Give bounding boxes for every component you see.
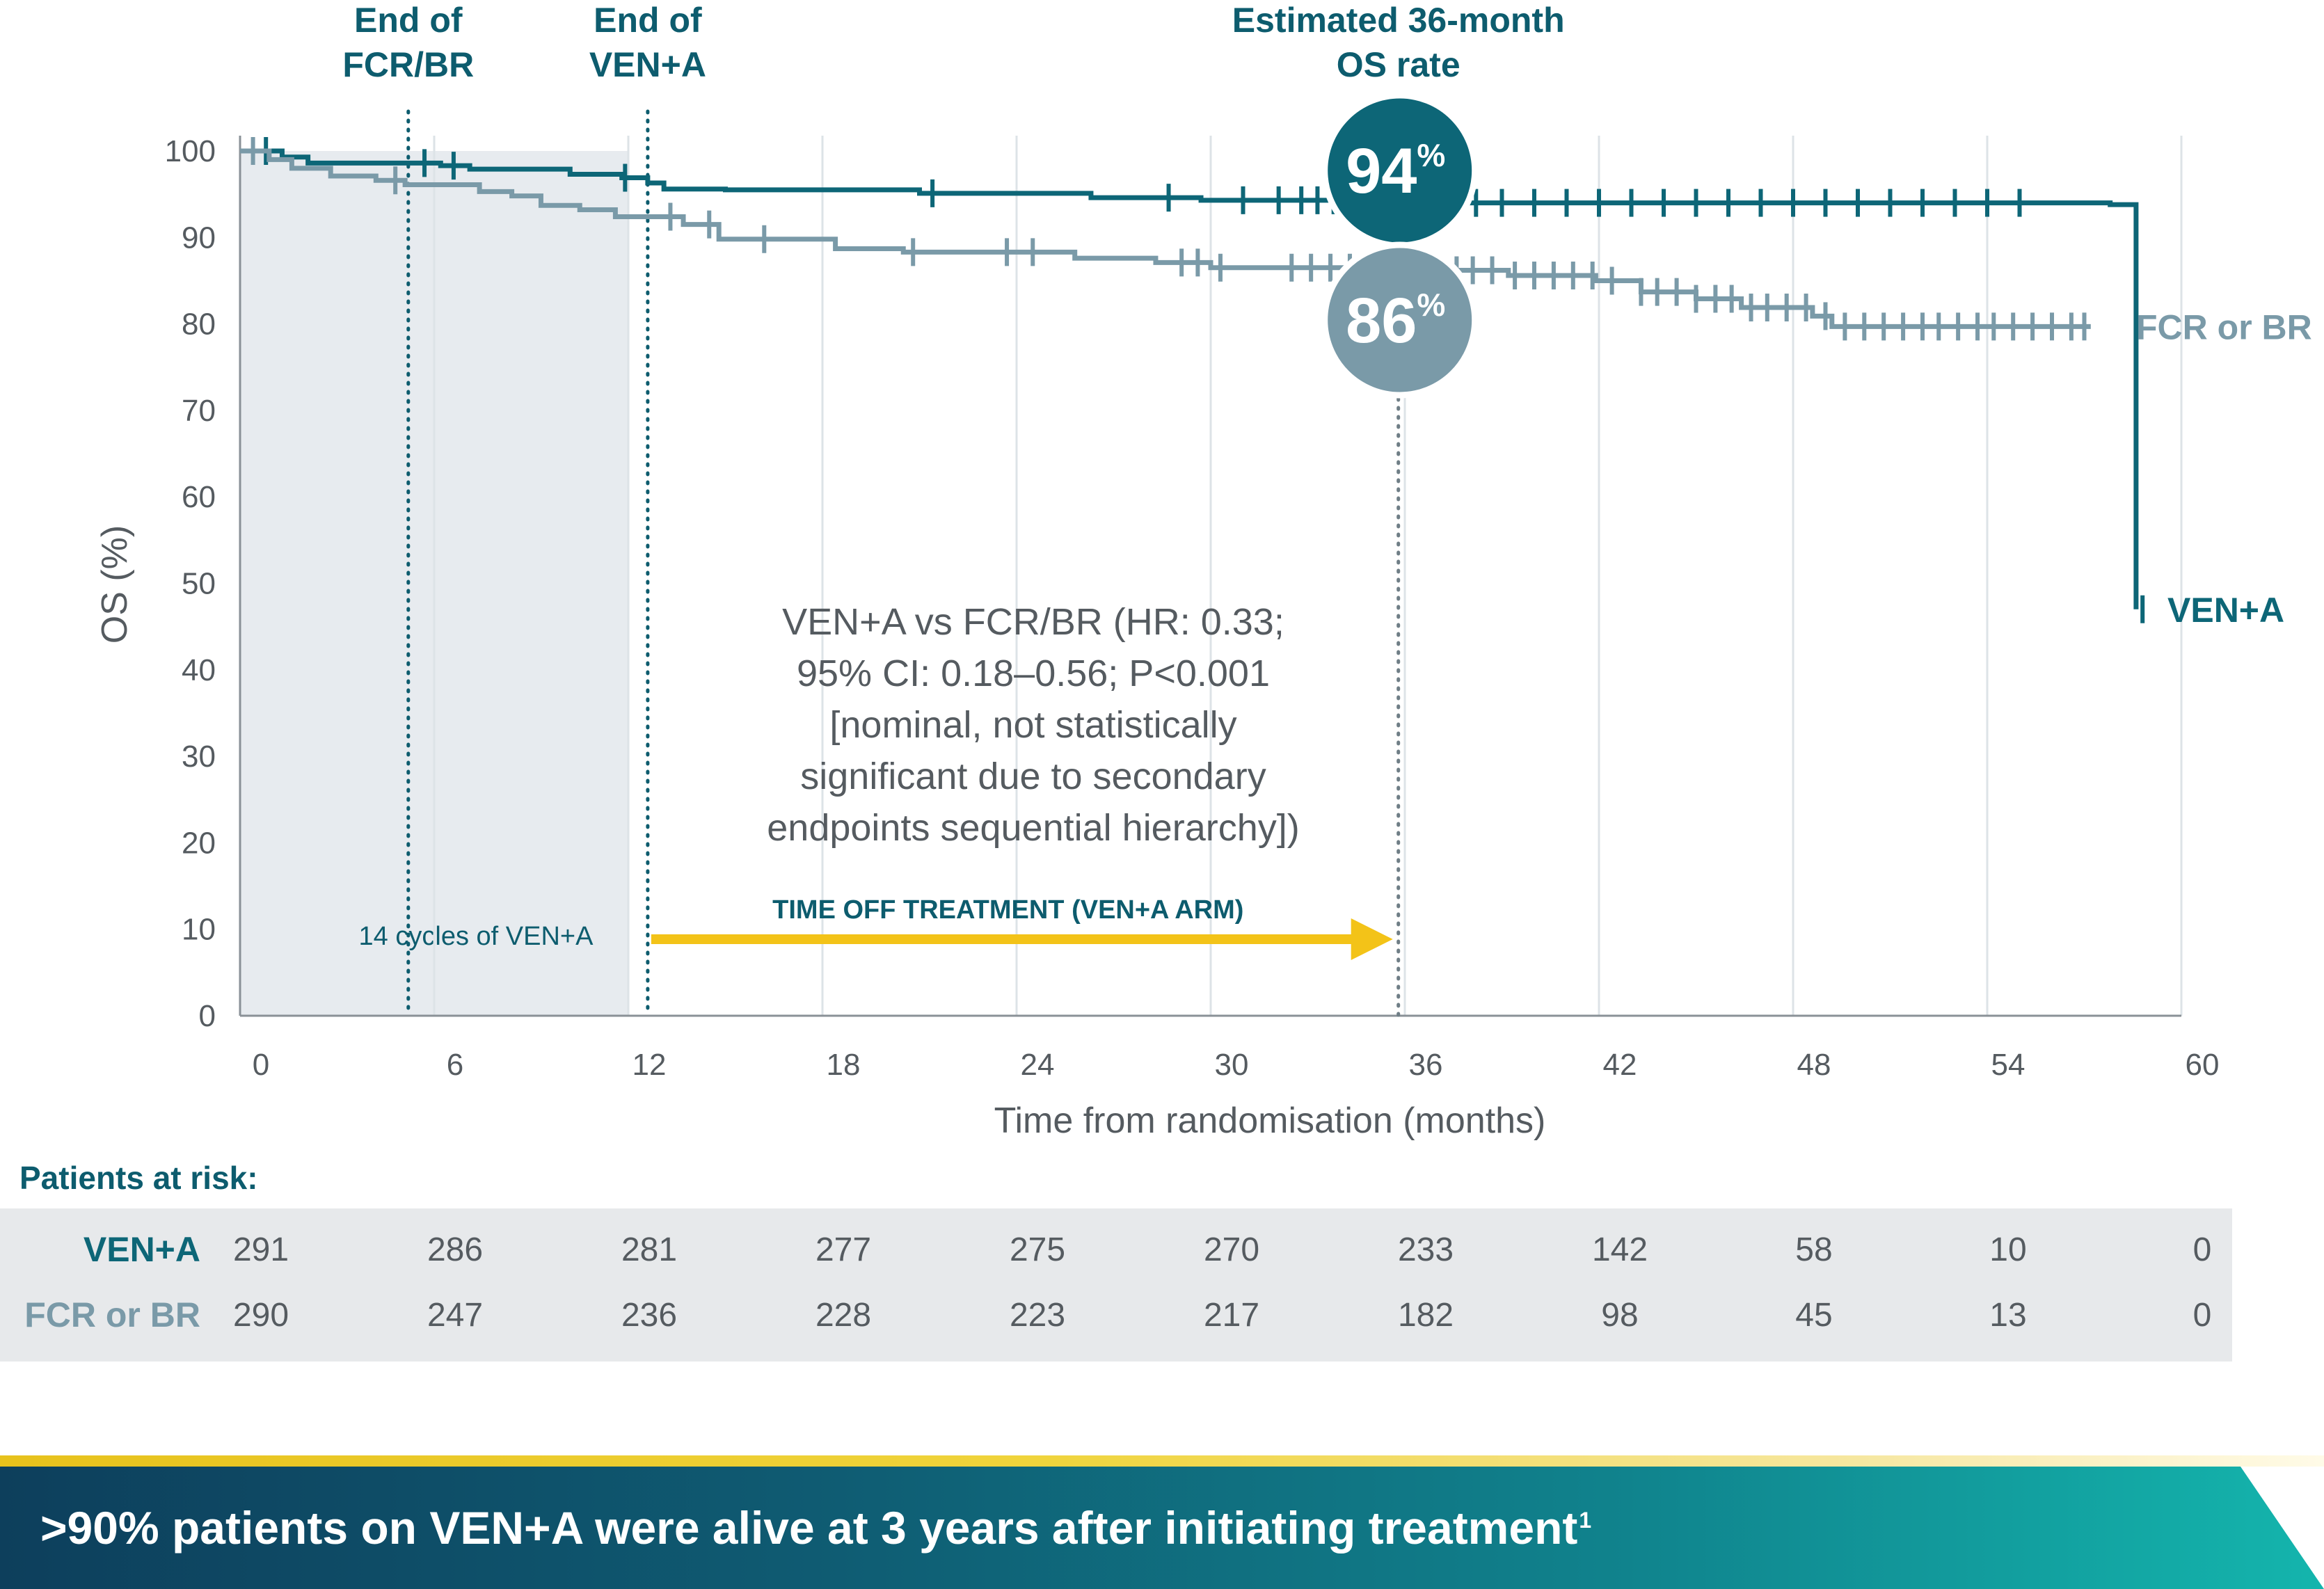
risk-cell: 236 [621, 1297, 678, 1334]
risk-cell: 286 [427, 1231, 484, 1268]
fcr-br-end-label: FCR or BR [2136, 308, 2312, 346]
key-message-banner: >90% patients on VEN+A were alive at 3 y… [0, 1467, 2324, 1589]
fcr-br-36mo-badge [1321, 241, 1479, 399]
risk-row-label: FCR or BR [24, 1295, 200, 1334]
reference-line-label: Estimated 36-month OS rate [1232, 1, 1565, 84]
risk-cell: 0 [2192, 1297, 2212, 1334]
x-tick-label: 36 [1409, 1048, 1443, 1082]
reference-line-label: End of FCR/BR [342, 1, 474, 84]
risk-cell: 233 [1397, 1231, 1454, 1268]
risk-cell: 247 [427, 1297, 484, 1334]
hr-annotation-line: VEN+A vs FCR/BR (HR: 0.33; [782, 601, 1284, 643]
shaded-region-label: 14 cycles of VEN+A [359, 922, 594, 951]
x-tick-label: 6 [447, 1048, 463, 1082]
risk-row-label: VEN+A [83, 1230, 200, 1269]
y-tick-label: 50 [182, 567, 216, 601]
x-tick-label: 30 [1215, 1048, 1249, 1082]
risk-table-header: Patients at risk: [19, 1160, 258, 1196]
fcr-br-survival-curve [240, 148, 2091, 329]
risk-cell: 228 [815, 1297, 872, 1334]
os-chart: 14 cycles of VEN+A 010203040506070809010… [95, 1, 2312, 1141]
risk-cell: 290 [232, 1297, 289, 1334]
y-tick-label: 60 [182, 480, 216, 514]
risk-cell: 142 [1591, 1231, 1648, 1268]
x-tick-label: 0 [253, 1048, 269, 1082]
time-off-treatment-label: TIME OFF TREATMENT (VEN+A ARM) [772, 895, 1243, 925]
hr-annotation-line: significant due to secondary [800, 756, 1266, 797]
risk-cell: 13 [1989, 1297, 2027, 1334]
y-tick-label: 30 [182, 740, 216, 774]
y-tick-label: 0 [199, 999, 216, 1033]
ven-a-end-label: VEN+A [2167, 591, 2284, 630]
x-tick-label: 24 [1021, 1048, 1055, 1082]
banner-text: >90% patients on VEN+A were alive at 3 y… [40, 1501, 1591, 1554]
y-tick-label: 70 [182, 394, 216, 428]
y-tick-label: 10 [182, 913, 216, 947]
banner-footnote: 1 [1579, 1508, 1592, 1533]
y-tick-label: 90 [182, 221, 216, 255]
y-axis-label: OS (%) [95, 525, 135, 644]
risk-cell: 223 [1009, 1297, 1066, 1334]
hr-annotation-line: 95% CI: 0.18–0.56; P<0.001 [797, 653, 1270, 694]
y-tick-label: 100 [165, 134, 216, 168]
risk-cell: 45 [1795, 1297, 1833, 1334]
x-tick-label: 42 [1603, 1048, 1637, 1082]
risk-cell: 291 [232, 1231, 289, 1268]
risk-table: VEN+A 291 286 281 277 275 270 233 142 58 10 0 FCR or… [0, 1208, 2232, 1362]
y-tick-label: 40 [182, 653, 216, 687]
time-off-treatment-arrow-shaft [651, 934, 1355, 944]
risk-cell: 275 [1009, 1231, 1066, 1268]
os-rate-value: 94% [1346, 136, 1445, 207]
x-tick-label: 54 [1991, 1048, 2025, 1082]
hr-annotation-line: endpoints sequential hierarchy]) [767, 807, 1299, 849]
x-tick-label: 12 [632, 1048, 667, 1082]
risk-cell: 270 [1203, 1231, 1260, 1268]
banner-message: >90% patients on VEN+A were alive at 3 y… [40, 1502, 1578, 1554]
os-rate-value: 86% [1346, 285, 1445, 356]
risk-cell: 98 [1601, 1297, 1639, 1334]
reference-line-label: End of VEN+A [589, 1, 706, 84]
risk-cell: 10 [1989, 1231, 2027, 1268]
time-off-treatment-arrowhead [1351, 918, 1393, 960]
x-tick-label: 18 [827, 1048, 861, 1082]
banner-stripe [0, 1455, 2324, 1467]
y-tick-label: 80 [182, 308, 216, 342]
risk-cell: 0 [2192, 1231, 2212, 1268]
risk-cell: 217 [1203, 1297, 1260, 1334]
risk-cell: 58 [1795, 1231, 1833, 1268]
y-tick-label: 20 [182, 826, 216, 860]
risk-cell: 277 [815, 1231, 872, 1268]
x-tick-label: 48 [1797, 1048, 1831, 1082]
x-axis-label: Time from randomisation (months) [994, 1101, 1546, 1141]
risk-cell: 281 [621, 1231, 678, 1268]
x-tick-label: 60 [2186, 1048, 2220, 1082]
risk-cell: 182 [1397, 1297, 1454, 1334]
hr-annotation-line: [nominal, not statistically [829, 704, 1236, 746]
